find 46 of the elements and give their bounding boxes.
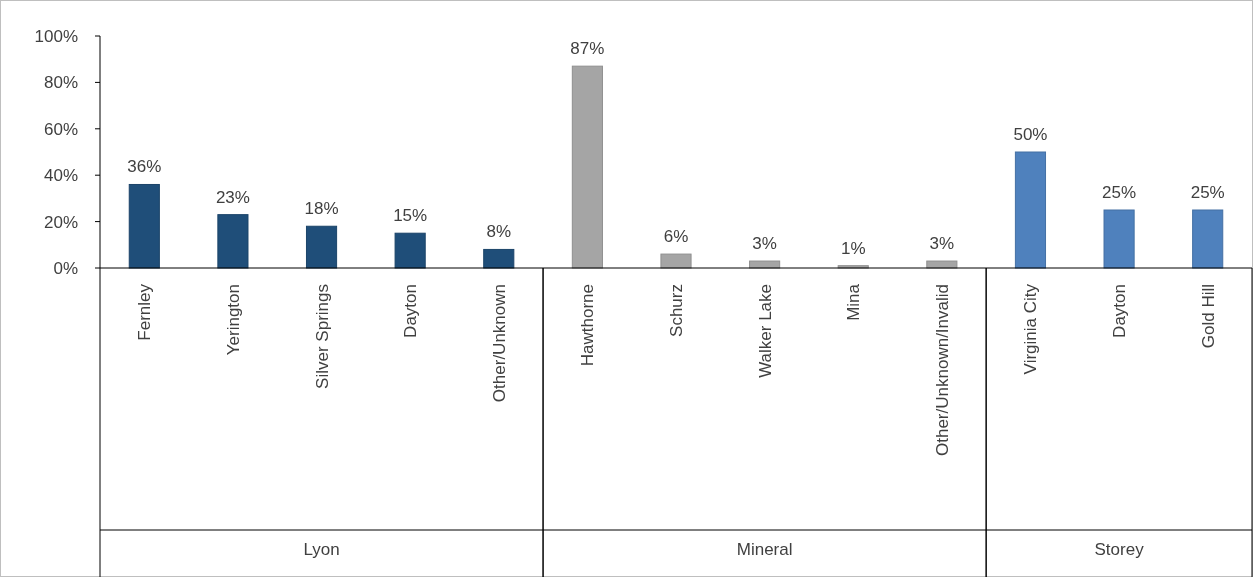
bar: [926, 260, 958, 269]
x-tick-label: Mina: [844, 283, 864, 321]
x-tick-label: Other/Unknown: [489, 284, 509, 403]
x-tick-label: Yerington: [223, 284, 243, 356]
y-tick-label: 100%: [34, 26, 78, 46]
y-tick-label: 0%: [53, 258, 78, 278]
data-label: 50%: [1013, 125, 1048, 144]
bar: [660, 253, 692, 269]
bar: [128, 183, 160, 269]
x-tick-label: Hawthorne: [578, 284, 598, 367]
data-label: 3%: [929, 234, 955, 254]
data-label: 6%: [663, 227, 689, 247]
x-tick-label: Virginia City: [1021, 283, 1041, 375]
data-label: 25%: [1102, 183, 1137, 202]
y-tick-label: 80%: [43, 73, 78, 93]
data-label: 18%: [304, 199, 339, 219]
x-tick-label: Walker Lake: [755, 284, 775, 378]
x-tick-label: Dayton: [401, 284, 421, 338]
y-tick-label: 20%: [43, 212, 78, 232]
bar: [305, 225, 338, 269]
data-label: 3%: [752, 234, 777, 254]
data-label: 87%: [570, 39, 605, 59]
data-label: 23%: [215, 187, 250, 207]
data-label: 25%: [1190, 183, 1225, 202]
data-label: 1%: [840, 238, 866, 258]
y-tick-label: 60%: [43, 119, 78, 139]
text: Mineral: [736, 540, 793, 559]
data-label: 8%: [486, 222, 512, 242]
x-tick-label: Silver Springs: [312, 284, 332, 389]
x-tick-label: Dayton: [1110, 284, 1130, 338]
bar: [1192, 209, 1224, 269]
data-label: 15%: [393, 206, 428, 226]
data-label: 36%: [127, 157, 162, 177]
bar: [1103, 209, 1135, 269]
x-tick-label: Fernley: [135, 283, 155, 341]
bar: [483, 248, 515, 269]
bar: [571, 65, 603, 269]
bar: [217, 214, 249, 269]
text: Lyon: [303, 540, 340, 559]
x-tick-label: Gold Hill: [1198, 284, 1218, 349]
y-tick-label: 40%: [43, 166, 78, 186]
x-tick-label: Other/Unknown/Invalid: [932, 284, 952, 456]
bar: [1014, 151, 1047, 269]
x-tick-label: Schurz: [667, 284, 686, 337]
text: Storey: [1094, 540, 1145, 559]
bar: [394, 232, 426, 269]
